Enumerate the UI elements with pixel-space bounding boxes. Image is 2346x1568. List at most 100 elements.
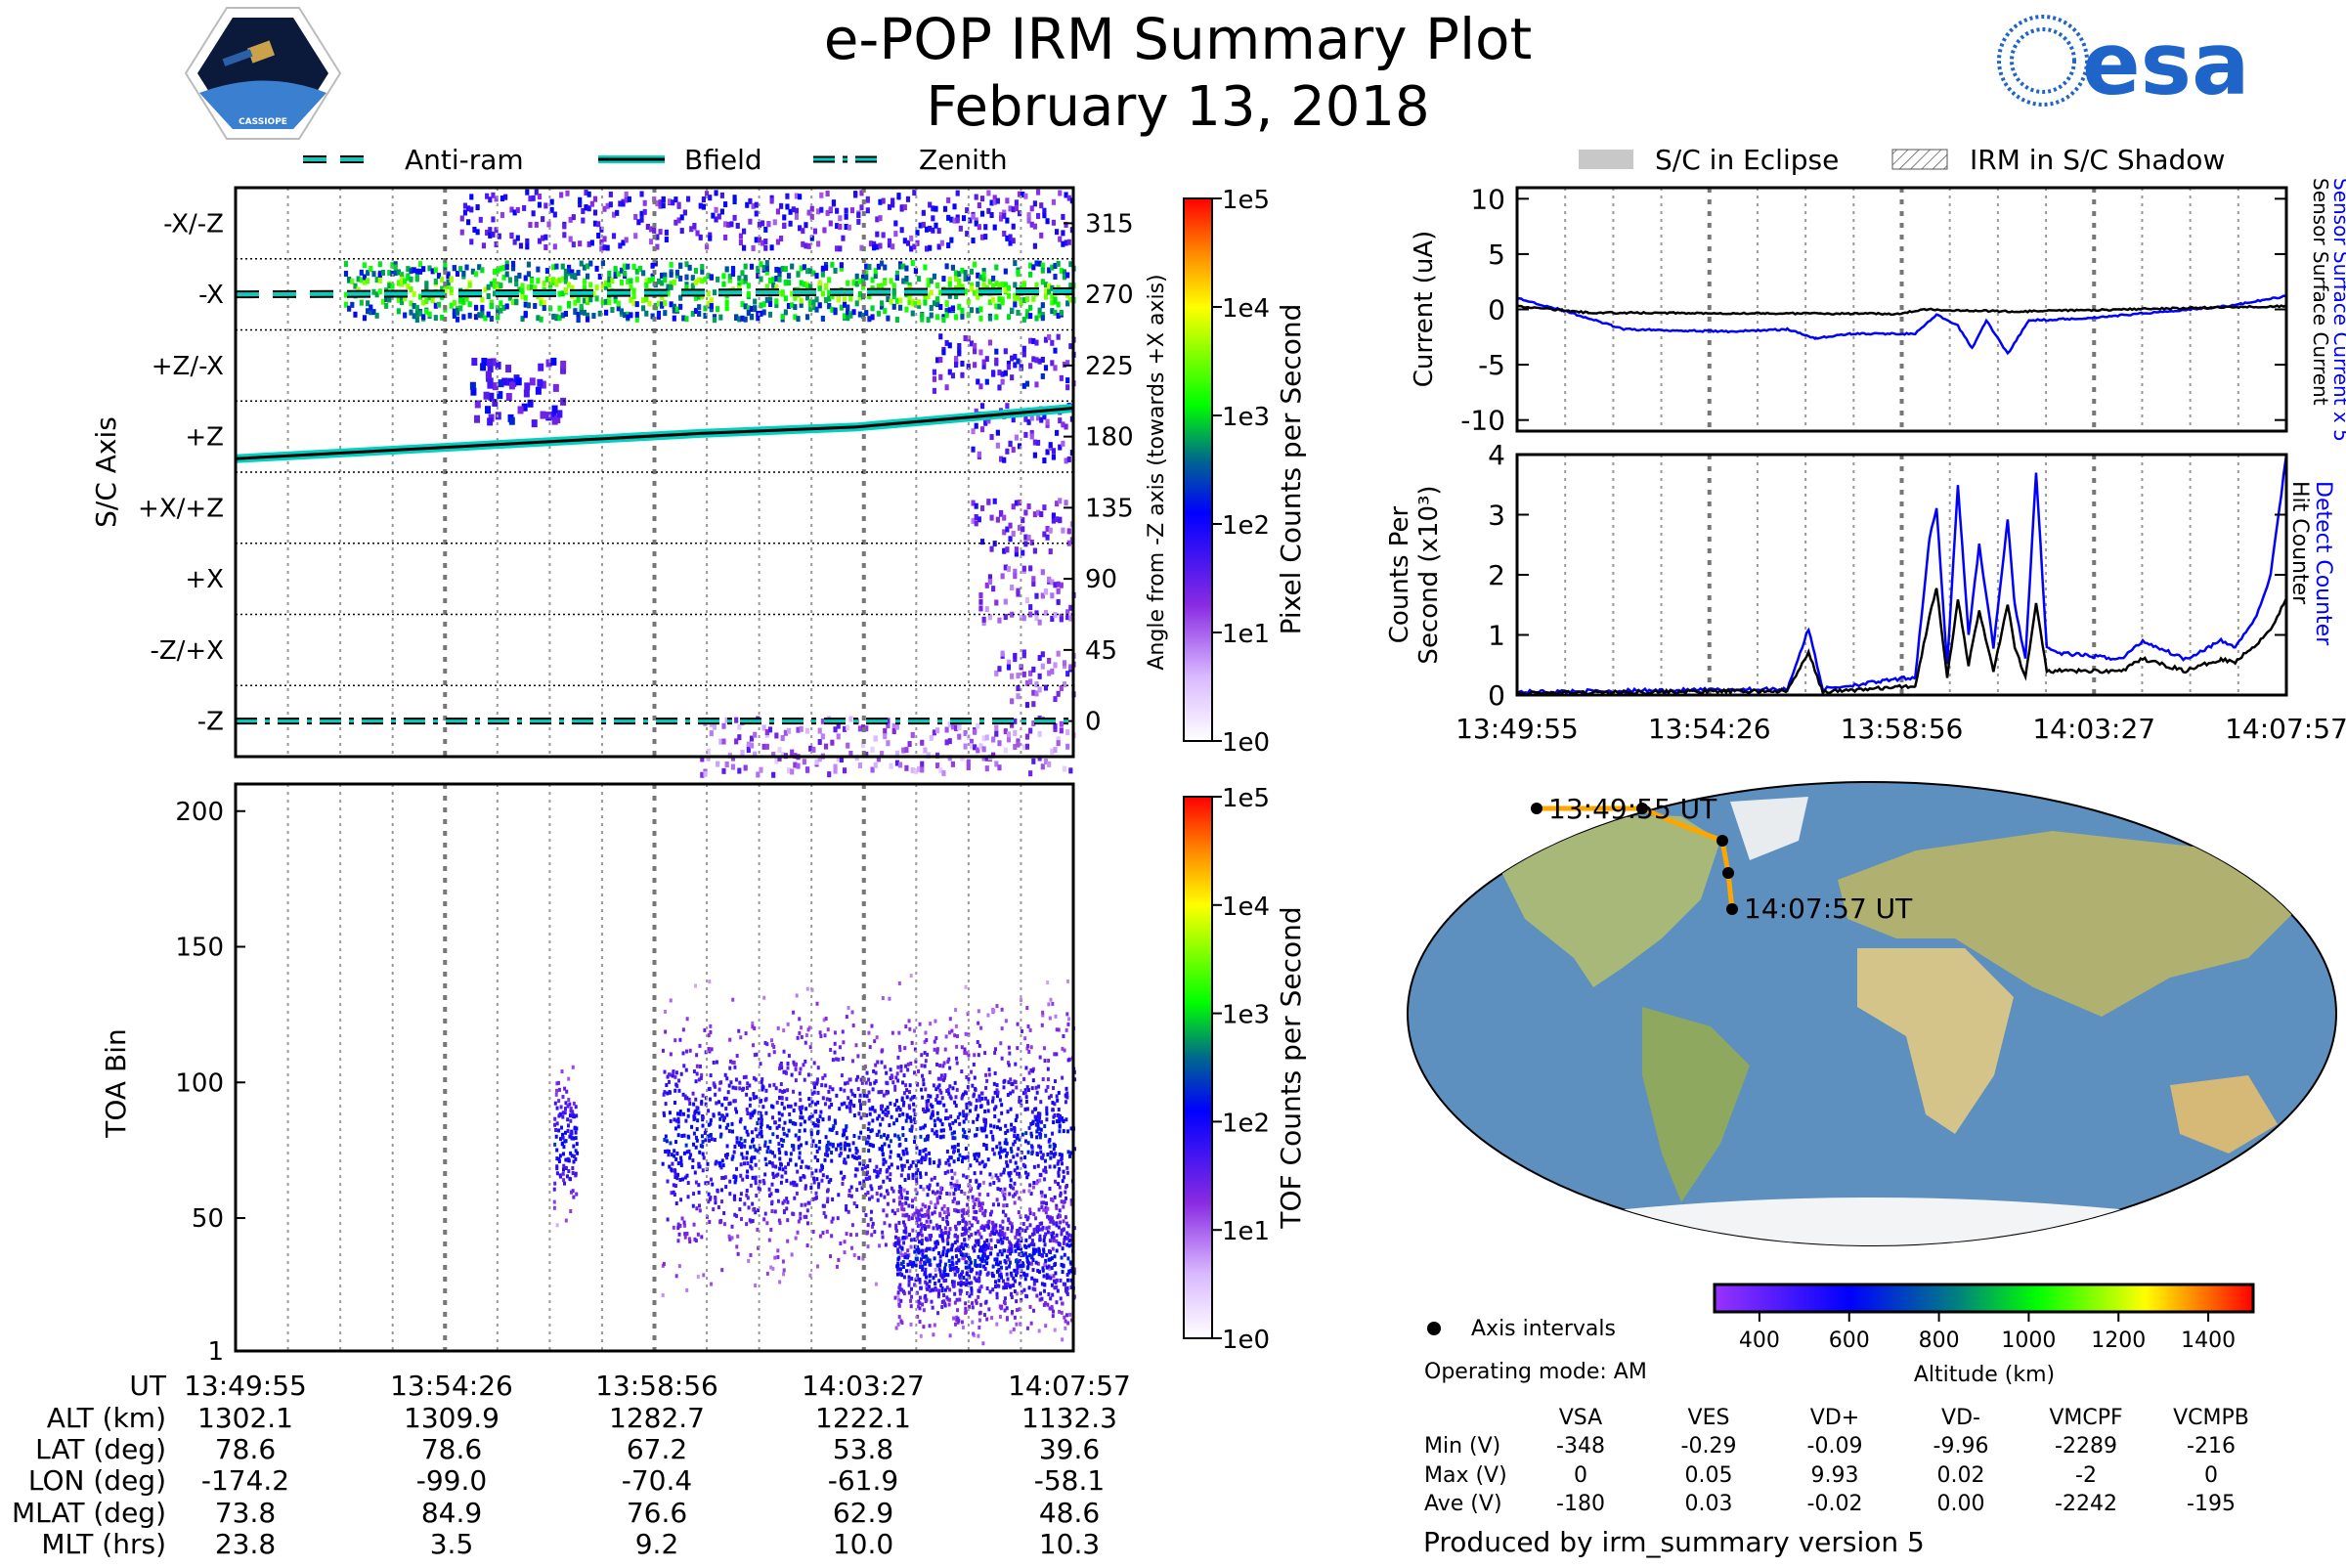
spectrogram-cell xyxy=(961,1045,964,1049)
spectrogram-cell xyxy=(783,1089,786,1093)
spectrogram-cell xyxy=(944,1226,947,1230)
spectrogram-cell xyxy=(505,264,509,270)
spectrogram-cell xyxy=(774,298,778,304)
spectrogram-cell xyxy=(466,219,470,225)
spectrogram-cell xyxy=(796,993,799,997)
spectrogram-cell xyxy=(1067,1224,1070,1228)
spectrogram-cell xyxy=(874,762,878,768)
spectrogram-cell xyxy=(688,1237,691,1241)
spectrogram-cell xyxy=(679,1155,682,1159)
spectrogram-cell xyxy=(1028,770,1032,776)
spectrogram-cell xyxy=(870,1217,873,1221)
spectrogram-cell xyxy=(886,1113,889,1117)
spectrogram-cell xyxy=(1061,528,1064,534)
spectrogram-cell xyxy=(889,1102,891,1106)
spectrogram-cell xyxy=(950,1029,953,1033)
spectrogram-cell xyxy=(1056,1099,1059,1103)
spectrogram-cell xyxy=(1007,665,1011,671)
spectrogram-cell xyxy=(753,732,757,738)
spectrogram-cell xyxy=(973,1216,976,1220)
spectrogram-cell xyxy=(674,1157,677,1161)
spectrogram-cell xyxy=(986,1273,989,1277)
ytick-left-label: -Z xyxy=(197,708,224,737)
spectrogram-cell xyxy=(826,1175,829,1179)
spectrogram-cell xyxy=(1000,1103,1003,1107)
spectrogram-cell xyxy=(1010,698,1014,704)
spectrogram-cell xyxy=(865,1141,868,1145)
spectrogram-cell xyxy=(941,1122,944,1126)
spectrogram-cell xyxy=(931,1178,934,1182)
spectrogram-cell xyxy=(1007,314,1011,320)
spectrogram-cell xyxy=(783,1050,786,1054)
spectrogram-cell xyxy=(964,1307,967,1311)
spectrogram-cell xyxy=(805,314,809,320)
spectrogram-cell xyxy=(978,202,981,208)
spectrogram-cell xyxy=(683,209,687,215)
spectrogram-cell xyxy=(776,1101,779,1105)
spectrogram-cell xyxy=(829,220,833,226)
spectrogram-cell xyxy=(806,987,809,991)
spectrogram-cell xyxy=(1028,313,1032,319)
spectrogram-cell xyxy=(824,744,828,750)
spectrogram-cell xyxy=(772,1175,775,1179)
spectrogram-cell xyxy=(853,1113,856,1117)
spectrogram-cell xyxy=(574,1126,577,1130)
spectrogram-cell xyxy=(983,1128,986,1132)
spectrogram-cell xyxy=(979,1171,982,1175)
spectrogram-cell xyxy=(807,1027,810,1031)
spectrogram-cell xyxy=(853,1201,856,1205)
spectrogram-cell xyxy=(710,1133,713,1137)
spectrogram-cell xyxy=(641,305,645,311)
spectrogram-cell xyxy=(845,214,848,220)
spectrogram-cell xyxy=(375,313,379,319)
spectrogram-cell xyxy=(760,1088,763,1092)
spectrogram-cell xyxy=(830,1103,833,1107)
spectrogram-cell xyxy=(719,1080,722,1084)
spectrogram-cell xyxy=(920,1286,923,1290)
spectrogram-cell xyxy=(804,1107,807,1111)
spectrogram-cell xyxy=(962,1208,965,1212)
spectrogram-cell xyxy=(490,303,494,309)
spectrogram-cell xyxy=(856,219,860,225)
spectrogram-cell xyxy=(910,1164,913,1168)
spectrogram-cell xyxy=(1057,599,1061,605)
spectrogram-cell xyxy=(975,503,978,509)
spectrogram-cell xyxy=(829,1098,832,1102)
spectrogram-cell xyxy=(813,1061,816,1065)
spectrogram-cell xyxy=(972,1305,975,1309)
spectrogram-cell xyxy=(750,1157,753,1161)
spectrogram-cell xyxy=(1058,1119,1061,1123)
spectrogram-cell xyxy=(539,317,543,323)
spectrogram-cell xyxy=(1043,1274,1046,1278)
spectrogram-cell xyxy=(951,1086,954,1090)
spectrogram-cell xyxy=(898,1304,901,1308)
spectrogram-cell xyxy=(976,1099,978,1103)
spectrogram-cell xyxy=(1045,419,1049,425)
spectrogram-cell xyxy=(709,1122,712,1126)
spectrogram-cell xyxy=(1010,1243,1013,1247)
spectrogram-cell xyxy=(720,193,724,198)
spectrogram-cell xyxy=(724,1185,727,1189)
spectrogram-cell xyxy=(1012,1187,1015,1191)
spectrogram-cell xyxy=(565,1219,568,1223)
spectrogram-cell xyxy=(988,316,992,322)
spectrogram-cell xyxy=(641,270,645,276)
spectrogram-cell xyxy=(1002,457,1006,463)
spectrogram-cell xyxy=(746,1175,749,1179)
spectrogram-cell xyxy=(819,1030,822,1034)
spectrogram-cell xyxy=(760,1077,763,1081)
spectrogram-cell xyxy=(962,1113,965,1117)
spectrogram-cell xyxy=(717,1205,720,1209)
spectrogram-cell xyxy=(692,1204,695,1208)
spectrogram-cell xyxy=(743,1161,746,1165)
spectrogram-cell xyxy=(607,271,611,277)
spectrogram-cell xyxy=(804,1215,806,1219)
spectrogram-cell xyxy=(737,1029,740,1033)
spectrogram-cell xyxy=(658,229,662,235)
spectrogram-cell xyxy=(962,1128,965,1132)
spectrogram-cell xyxy=(824,1102,827,1106)
spectrogram-cell xyxy=(983,1051,986,1055)
spectrogram-cell xyxy=(920,1222,923,1226)
spectrogram-cell xyxy=(557,1114,560,1118)
spectrogram-cell xyxy=(724,1175,727,1179)
